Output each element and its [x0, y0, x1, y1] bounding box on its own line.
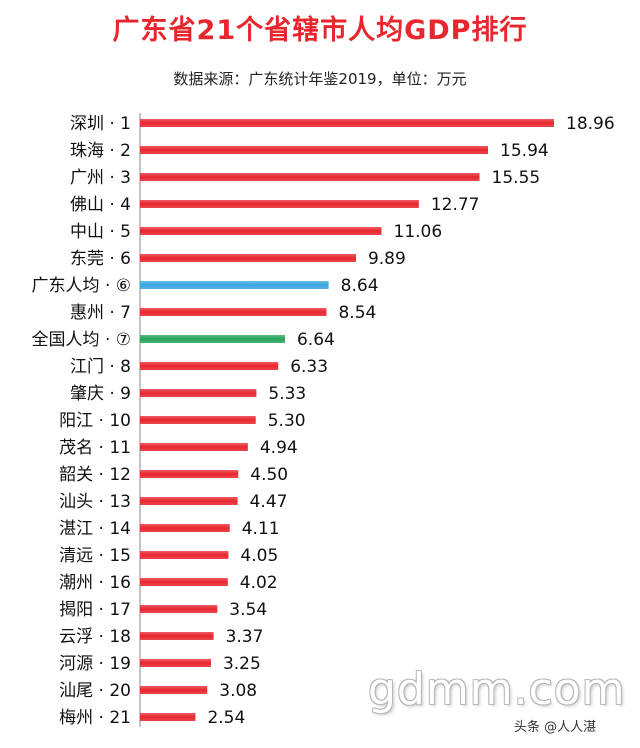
- bar: [140, 578, 228, 586]
- category-label: 清远 · 15: [59, 546, 131, 566]
- value-label: 8.54: [338, 303, 376, 323]
- category-label: 深圳 · 1: [70, 114, 131, 134]
- value-label: 9.89: [368, 249, 406, 269]
- category-label: 汕头 · 13: [59, 492, 131, 512]
- value-label: 5.30: [268, 411, 306, 431]
- value-label: 4.11: [242, 519, 280, 539]
- bar: [140, 362, 279, 370]
- category-label: 茂名 · 11: [59, 438, 131, 458]
- bar: [140, 119, 554, 127]
- bar: [140, 254, 356, 262]
- bar: [140, 659, 211, 667]
- value-label: 8.64: [341, 276, 379, 296]
- category-label: 东莞 · 6: [70, 249, 131, 269]
- category-label: 全国人均 · ⑦: [32, 330, 131, 350]
- value-label: 3.37: [226, 627, 264, 647]
- value-label: 18.96: [566, 114, 615, 134]
- category-label: 阳江 · 10: [59, 411, 131, 431]
- value-label: 12.77: [431, 195, 480, 215]
- bar: [140, 335, 285, 343]
- bar: [140, 200, 419, 208]
- bar: [140, 227, 382, 235]
- watermark: gdmm.com: [368, 664, 626, 715]
- bar: [140, 470, 239, 478]
- bar: [140, 146, 489, 154]
- category-label: 江门 · 8: [70, 357, 131, 377]
- chart-subtitle: 数据来源：广东统计年鉴2019，单位：万元: [173, 70, 467, 88]
- bar: [140, 605, 218, 613]
- value-label: 4.05: [240, 546, 278, 566]
- value-label: 3.54: [229, 600, 267, 620]
- bar: [140, 389, 257, 397]
- value-label: 15.94: [500, 141, 549, 161]
- category-label: 潮州 · 16: [59, 573, 131, 593]
- category-label: 广东人均 · ⑥: [32, 276, 131, 296]
- bar: [140, 416, 256, 424]
- value-label: 4.50: [250, 465, 288, 485]
- bar: [140, 632, 214, 640]
- value-label: 15.55: [492, 168, 541, 188]
- value-label: 11.06: [394, 222, 443, 242]
- category-label: 珠海 · 2: [70, 141, 131, 161]
- category-label: 云浮 · 18: [59, 627, 131, 647]
- category-label: 佛山 · 4: [70, 195, 131, 215]
- bar: [140, 524, 230, 532]
- category-label: 中山 · 5: [70, 222, 131, 242]
- value-label: 4.47: [250, 492, 288, 512]
- category-label: 韶关 · 12: [59, 465, 131, 485]
- category-label: 湛江 · 14: [59, 519, 131, 539]
- bar: [140, 173, 480, 181]
- category-label: 肇庆 · 9: [70, 384, 131, 404]
- category-label: 揭阳 · 17: [59, 600, 131, 620]
- credit-text: 头条 @人人湛: [514, 720, 597, 735]
- value-label: 3.08: [219, 681, 257, 701]
- category-label: 河源 · 19: [59, 654, 131, 674]
- value-label: 3.25: [223, 654, 261, 674]
- category-label: 汕尾 · 20: [59, 681, 131, 701]
- bar: [140, 551, 229, 559]
- value-label: 4.02: [240, 573, 278, 593]
- value-label: 2.54: [207, 708, 245, 728]
- bar: [140, 308, 327, 316]
- value-label: 4.94: [260, 438, 298, 458]
- value-label: 6.64: [297, 330, 335, 350]
- bar: [140, 686, 208, 694]
- bar: [140, 497, 238, 505]
- value-label: 6.33: [290, 357, 328, 377]
- category-label: 梅州 · 21: [59, 708, 131, 728]
- category-label: 广州 · 3: [70, 168, 131, 188]
- bar: [140, 443, 248, 451]
- category-label: 惠州 · 7: [70, 303, 131, 323]
- value-label: 5.33: [268, 384, 306, 404]
- bar: [140, 713, 196, 721]
- bar: [140, 281, 329, 289]
- chart-title: 广东省21个省辖市人均GDP排行: [112, 15, 528, 46]
